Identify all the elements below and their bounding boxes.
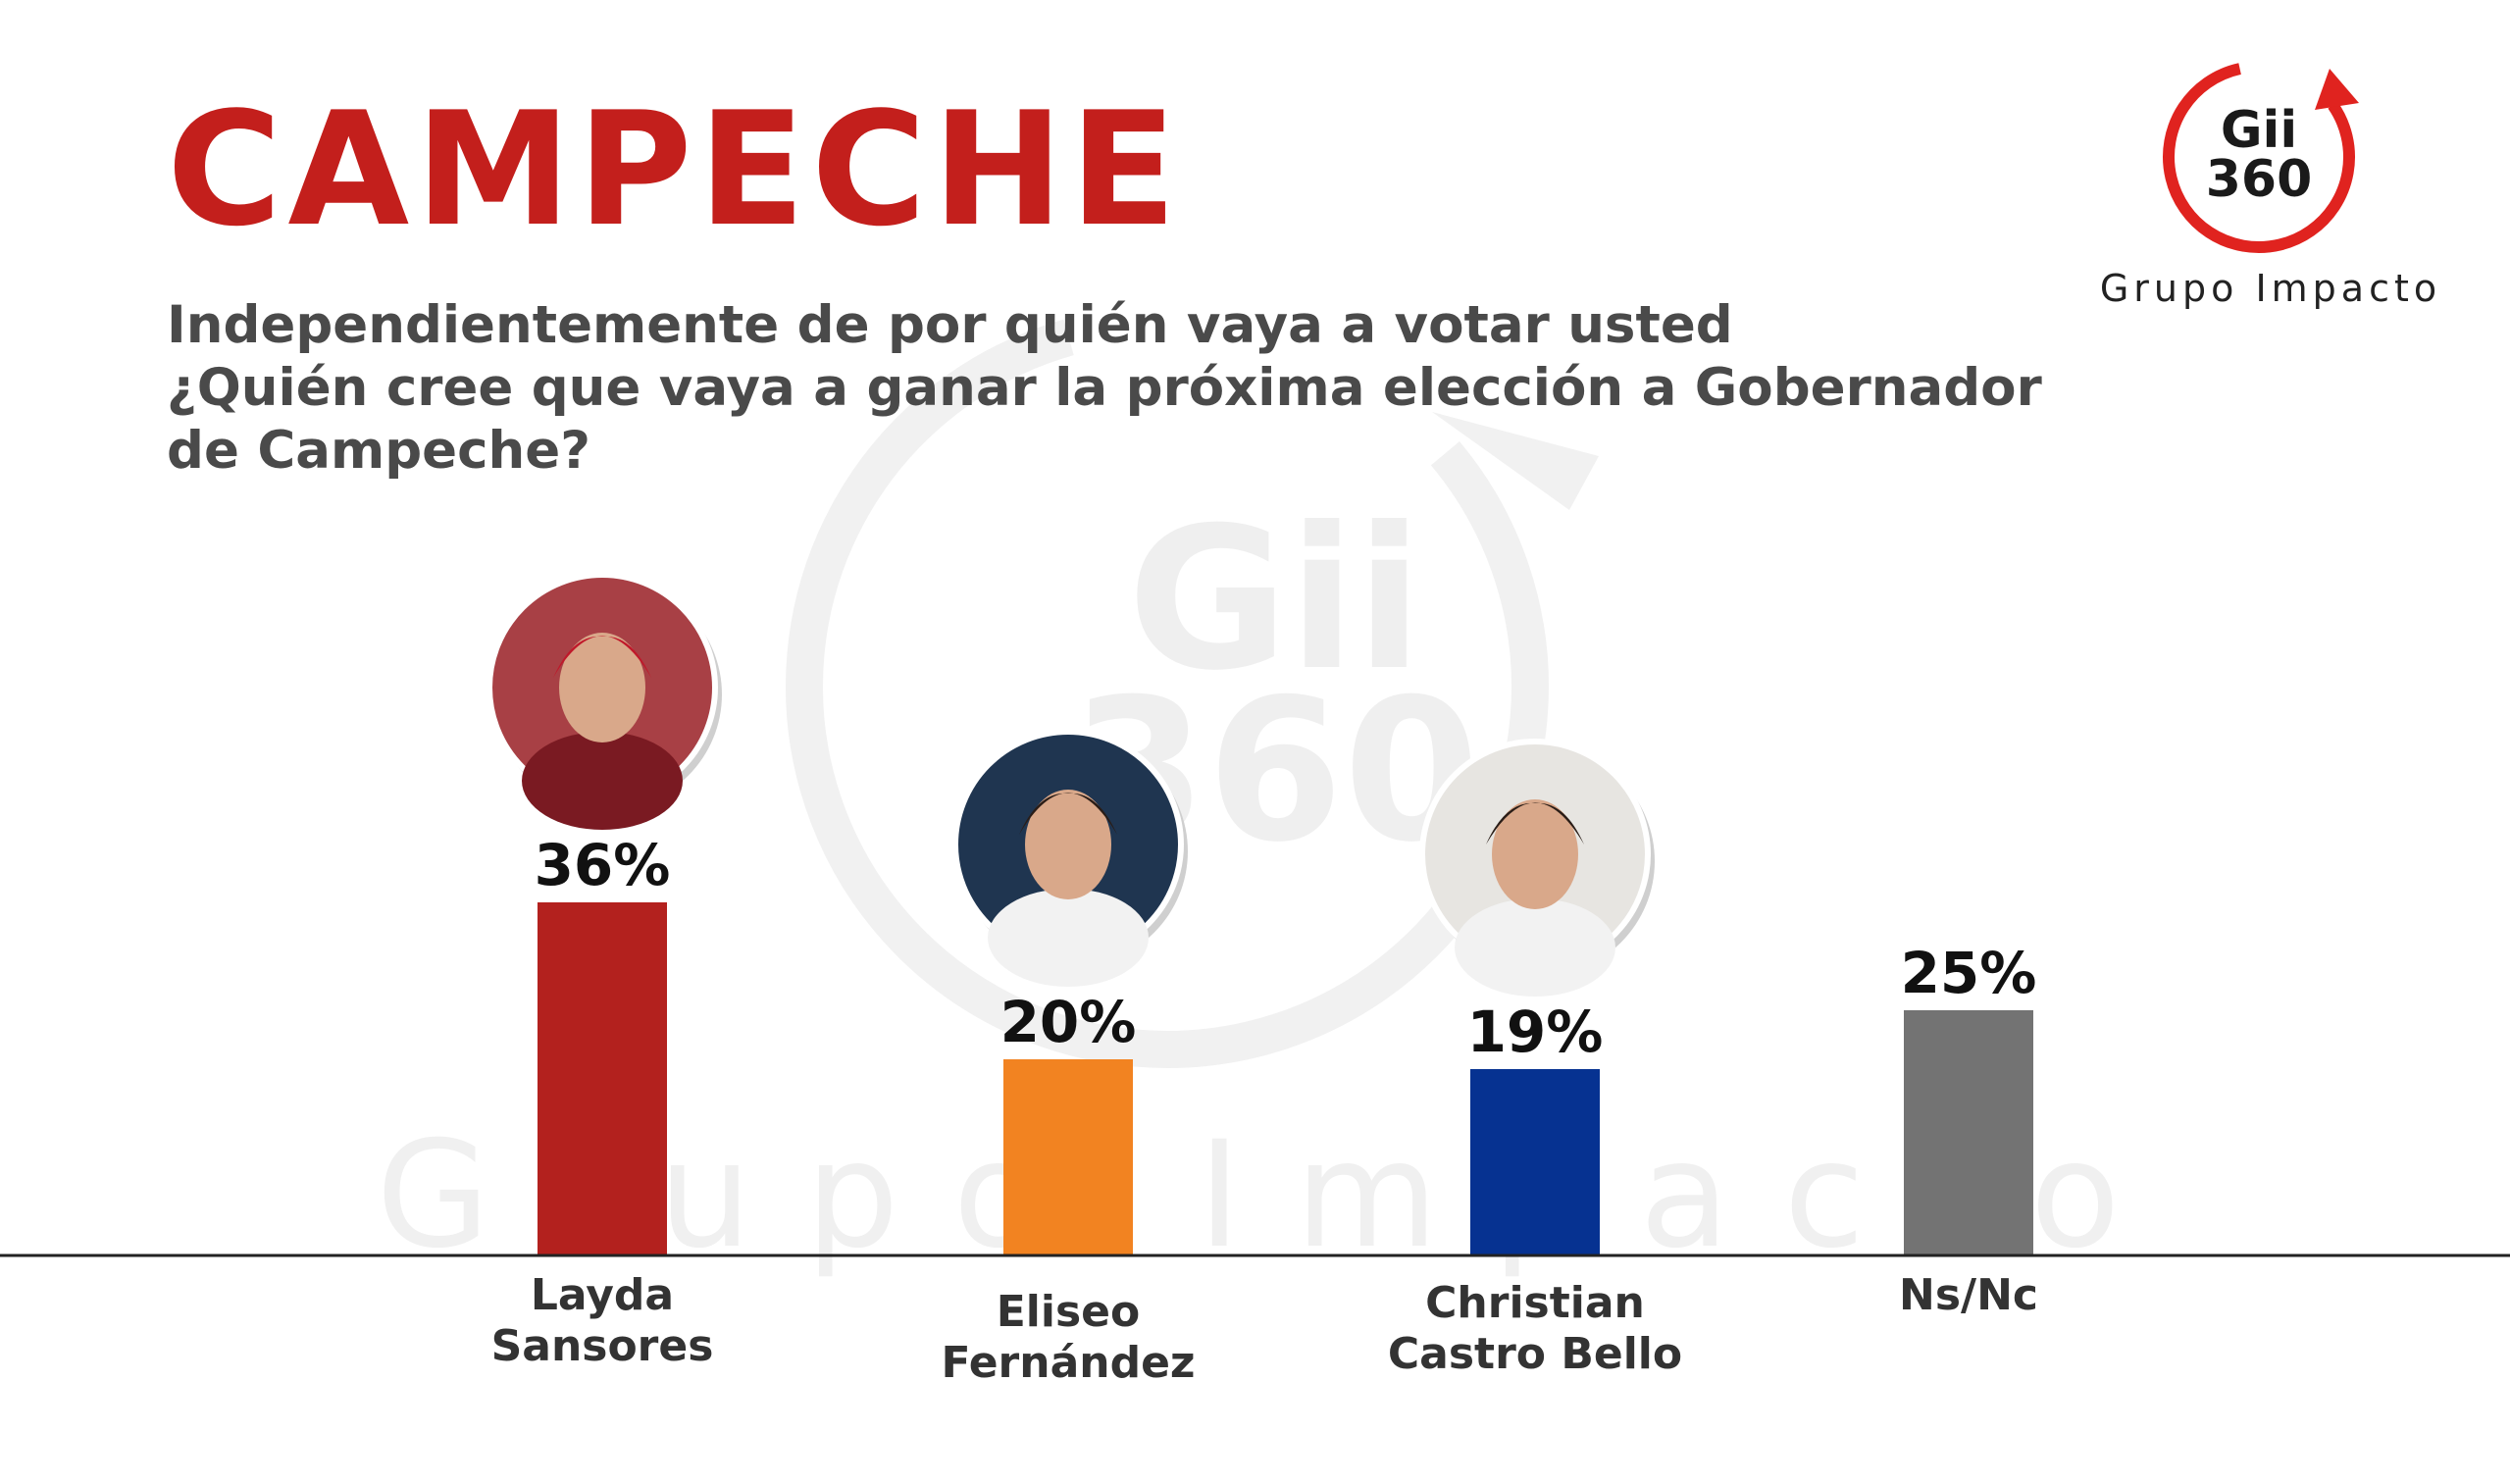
category-label-line: Fernández (941, 1338, 1196, 1388)
page-title: CAMPECHE (167, 77, 1183, 261)
bar-1 (1003, 1059, 1133, 1255)
watermark-arrow-icon (1432, 412, 1599, 510)
bar-2 (1470, 1069, 1600, 1255)
category-label-line: Sansores (490, 1321, 714, 1371)
candidate-photo-0 (487, 572, 722, 830)
category-label-line: Eliseo (996, 1287, 1141, 1337)
value-label-0: 36% (535, 832, 671, 898)
category-label-line: Castro Bello (1387, 1329, 1683, 1379)
category-label-line: Christian (1425, 1278, 1645, 1328)
bars: 36% 20% 19% 25% (487, 572, 2037, 1255)
category-label-line: Layda (530, 1270, 675, 1320)
value-label-2: 19% (1467, 998, 1604, 1065)
logo-line1: Gii (2221, 101, 2297, 160)
question-line-3: de Campeche? (167, 421, 590, 481)
gii360-logo-icon: Gii 360 (2163, 61, 2359, 253)
candidate-photo-1 (952, 729, 1188, 987)
category-label-2: Christian Castro Bello (1329, 1278, 1741, 1380)
category-label-line: Ns/Nc (1899, 1270, 2038, 1320)
category-label-1: Eliseo Fernández (862, 1287, 1274, 1389)
question-line-2: ¿Quién cree que vaya a ganar la próxima … (167, 358, 2042, 418)
category-label-3: Ns/Nc (1763, 1270, 2175, 1321)
survey-question: Independientemente de por quién vaya a v… (167, 294, 2042, 483)
value-label-3: 25% (1901, 940, 2037, 1006)
value-label-1: 20% (1000, 989, 1137, 1055)
watermark-line1: Gii (1127, 486, 1422, 714)
bar-3 (1904, 1010, 2033, 1255)
logo-tagline: Grupo Impacto (2099, 267, 2442, 310)
question-line-1: Independientemente de por quién vaya a v… (167, 295, 1733, 355)
category-label-0: Layda Sansores (396, 1270, 808, 1372)
bar-0 (538, 902, 667, 1255)
candidate-photo-2 (1419, 739, 1655, 997)
logo-line2: 360 (2206, 150, 2313, 209)
